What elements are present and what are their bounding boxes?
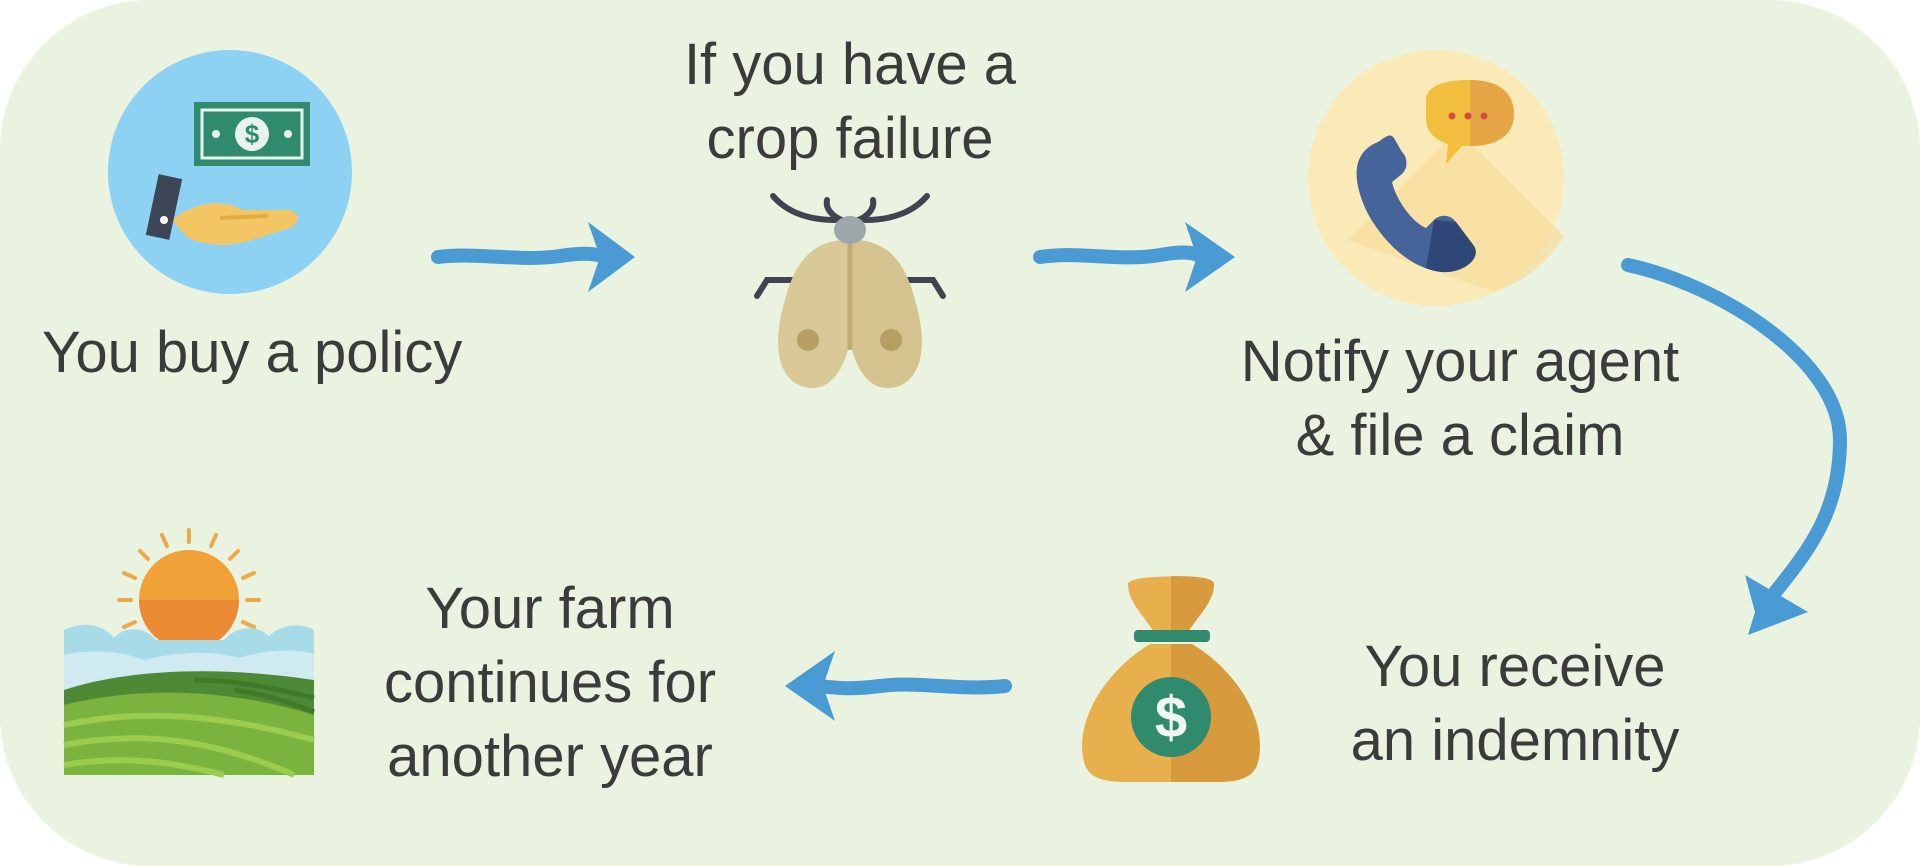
money-hand-icon: $	[108, 50, 352, 294]
money-bag-icon: $	[1082, 576, 1260, 782]
arrow-buy-to-failure	[431, 246, 619, 265]
label-crop-failure: If you have a crop failure	[683, 32, 1017, 172]
svg-text:$: $	[1155, 685, 1187, 750]
arrow-indemnity-to-farm	[808, 677, 1012, 696]
arrow-failure-to-notify	[1033, 245, 1217, 265]
arrowhead-1	[588, 222, 635, 292]
label-notify-agent: Notify your agent & file a claim	[1240, 329, 1680, 469]
svg-text:$: $	[245, 119, 260, 149]
moth-icon	[754, 193, 946, 389]
label-buy-policy: You buy a policy	[42, 320, 463, 385]
arrowhead-2	[1185, 222, 1235, 292]
arrowhead-4	[785, 651, 835, 721]
arrow-notify-to-indemnity	[1621, 258, 1847, 612]
phone-chat-icon	[1308, 50, 1564, 306]
label-receive-indemnity: You receive an indemnity	[1350, 634, 1680, 774]
label-farm-continues: Your farm continues for another year	[383, 576, 717, 790]
farm-sunrise-icon	[63, 528, 315, 778]
arrowhead-3	[1745, 575, 1808, 635]
